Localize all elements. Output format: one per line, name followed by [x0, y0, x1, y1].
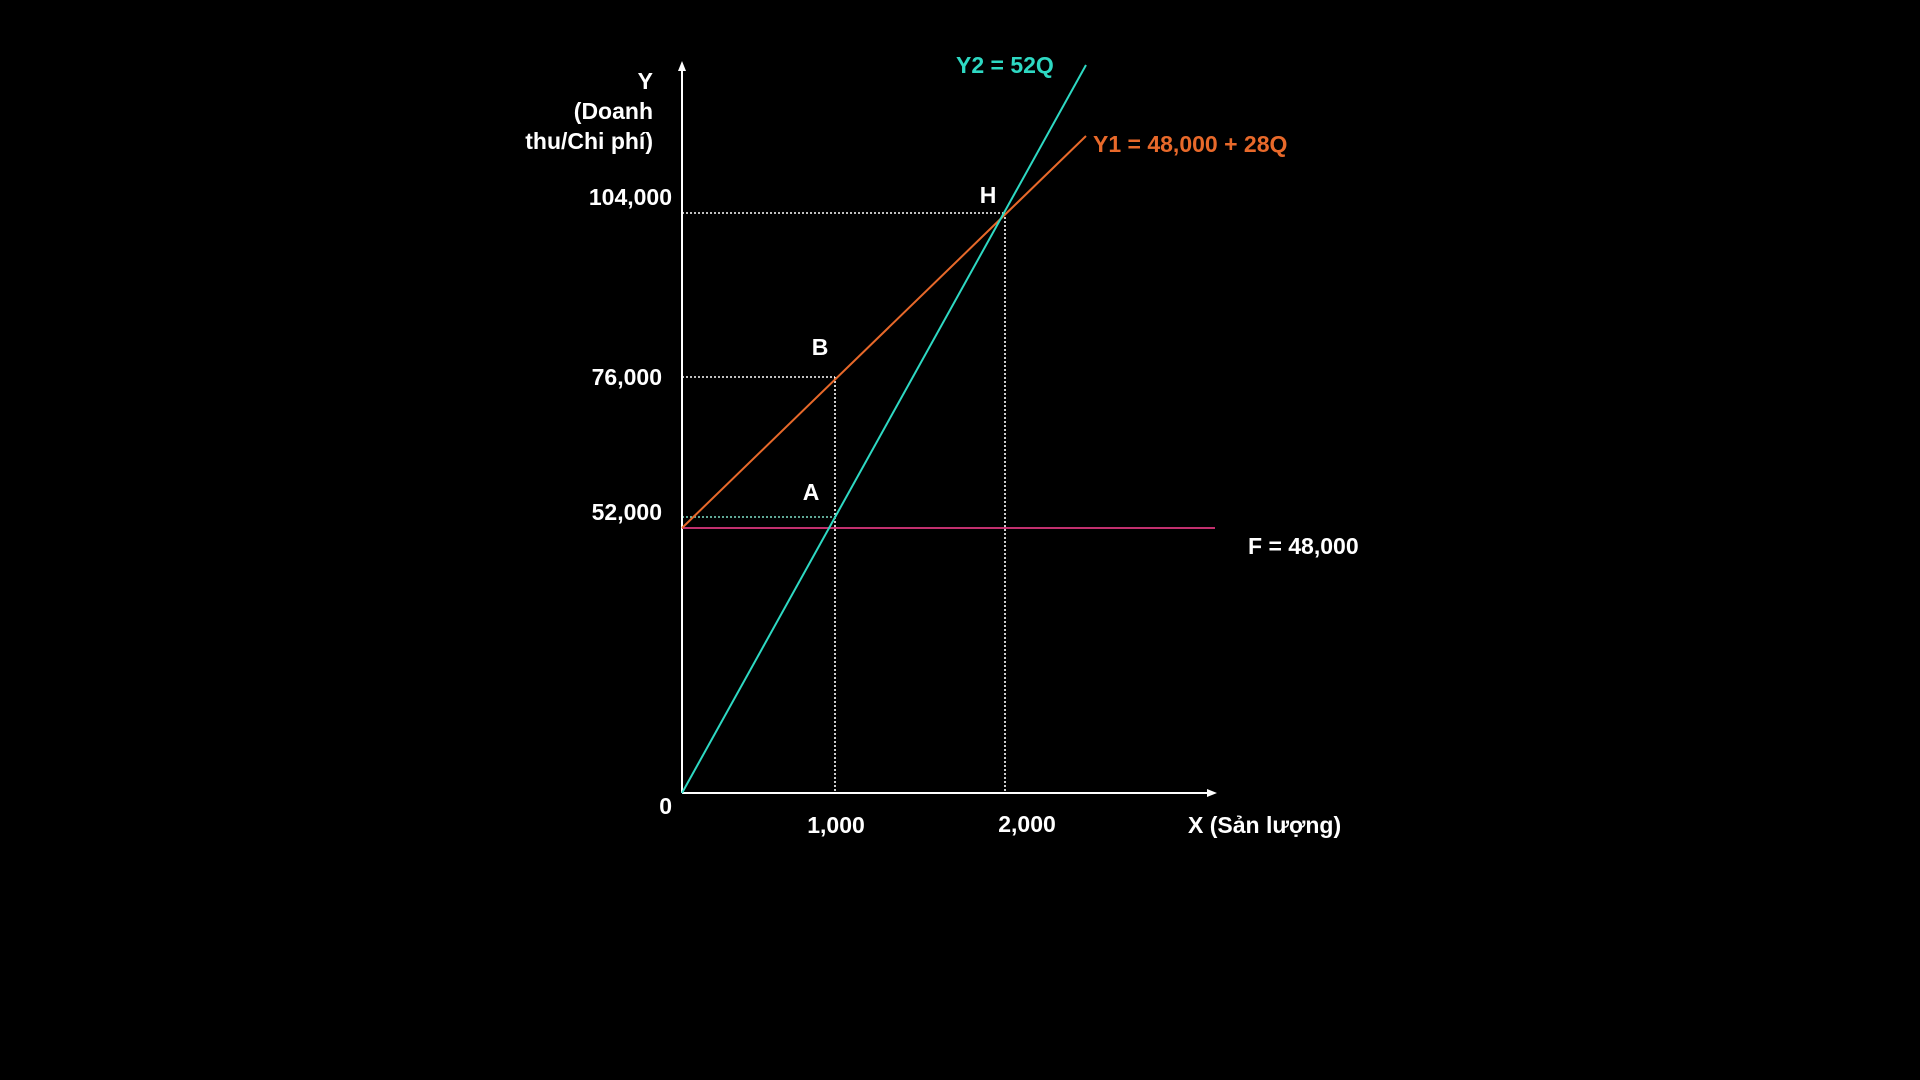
y-label: thu/Chi phí) — [525, 128, 653, 154]
y-label: (Doanh — [574, 98, 653, 124]
x-label: X (Sản lượng) — [1188, 812, 1341, 838]
y-tick-label: 104,000 — [589, 184, 672, 210]
point-label: B — [812, 334, 829, 360]
point-label: A — [803, 479, 820, 505]
y-label: Y — [638, 68, 653, 94]
origin-label: 0 — [659, 793, 672, 819]
line-label: Y1 = 48,000 + 28Q — [1093, 131, 1287, 157]
x-tick-label: 1,000 — [807, 812, 865, 838]
cost-line — [681, 135, 1087, 529]
x-tick-label: 2,000 — [998, 811, 1056, 837]
y-tick-label: 76,000 — [592, 364, 662, 390]
line-label: F = 48,000 — [1248, 533, 1359, 559]
point-label: H — [980, 182, 997, 208]
revenue-line — [681, 64, 1087, 794]
y-tick-label: 52,000 — [592, 499, 662, 525]
line-label: Y2 = 52Q — [956, 52, 1054, 78]
